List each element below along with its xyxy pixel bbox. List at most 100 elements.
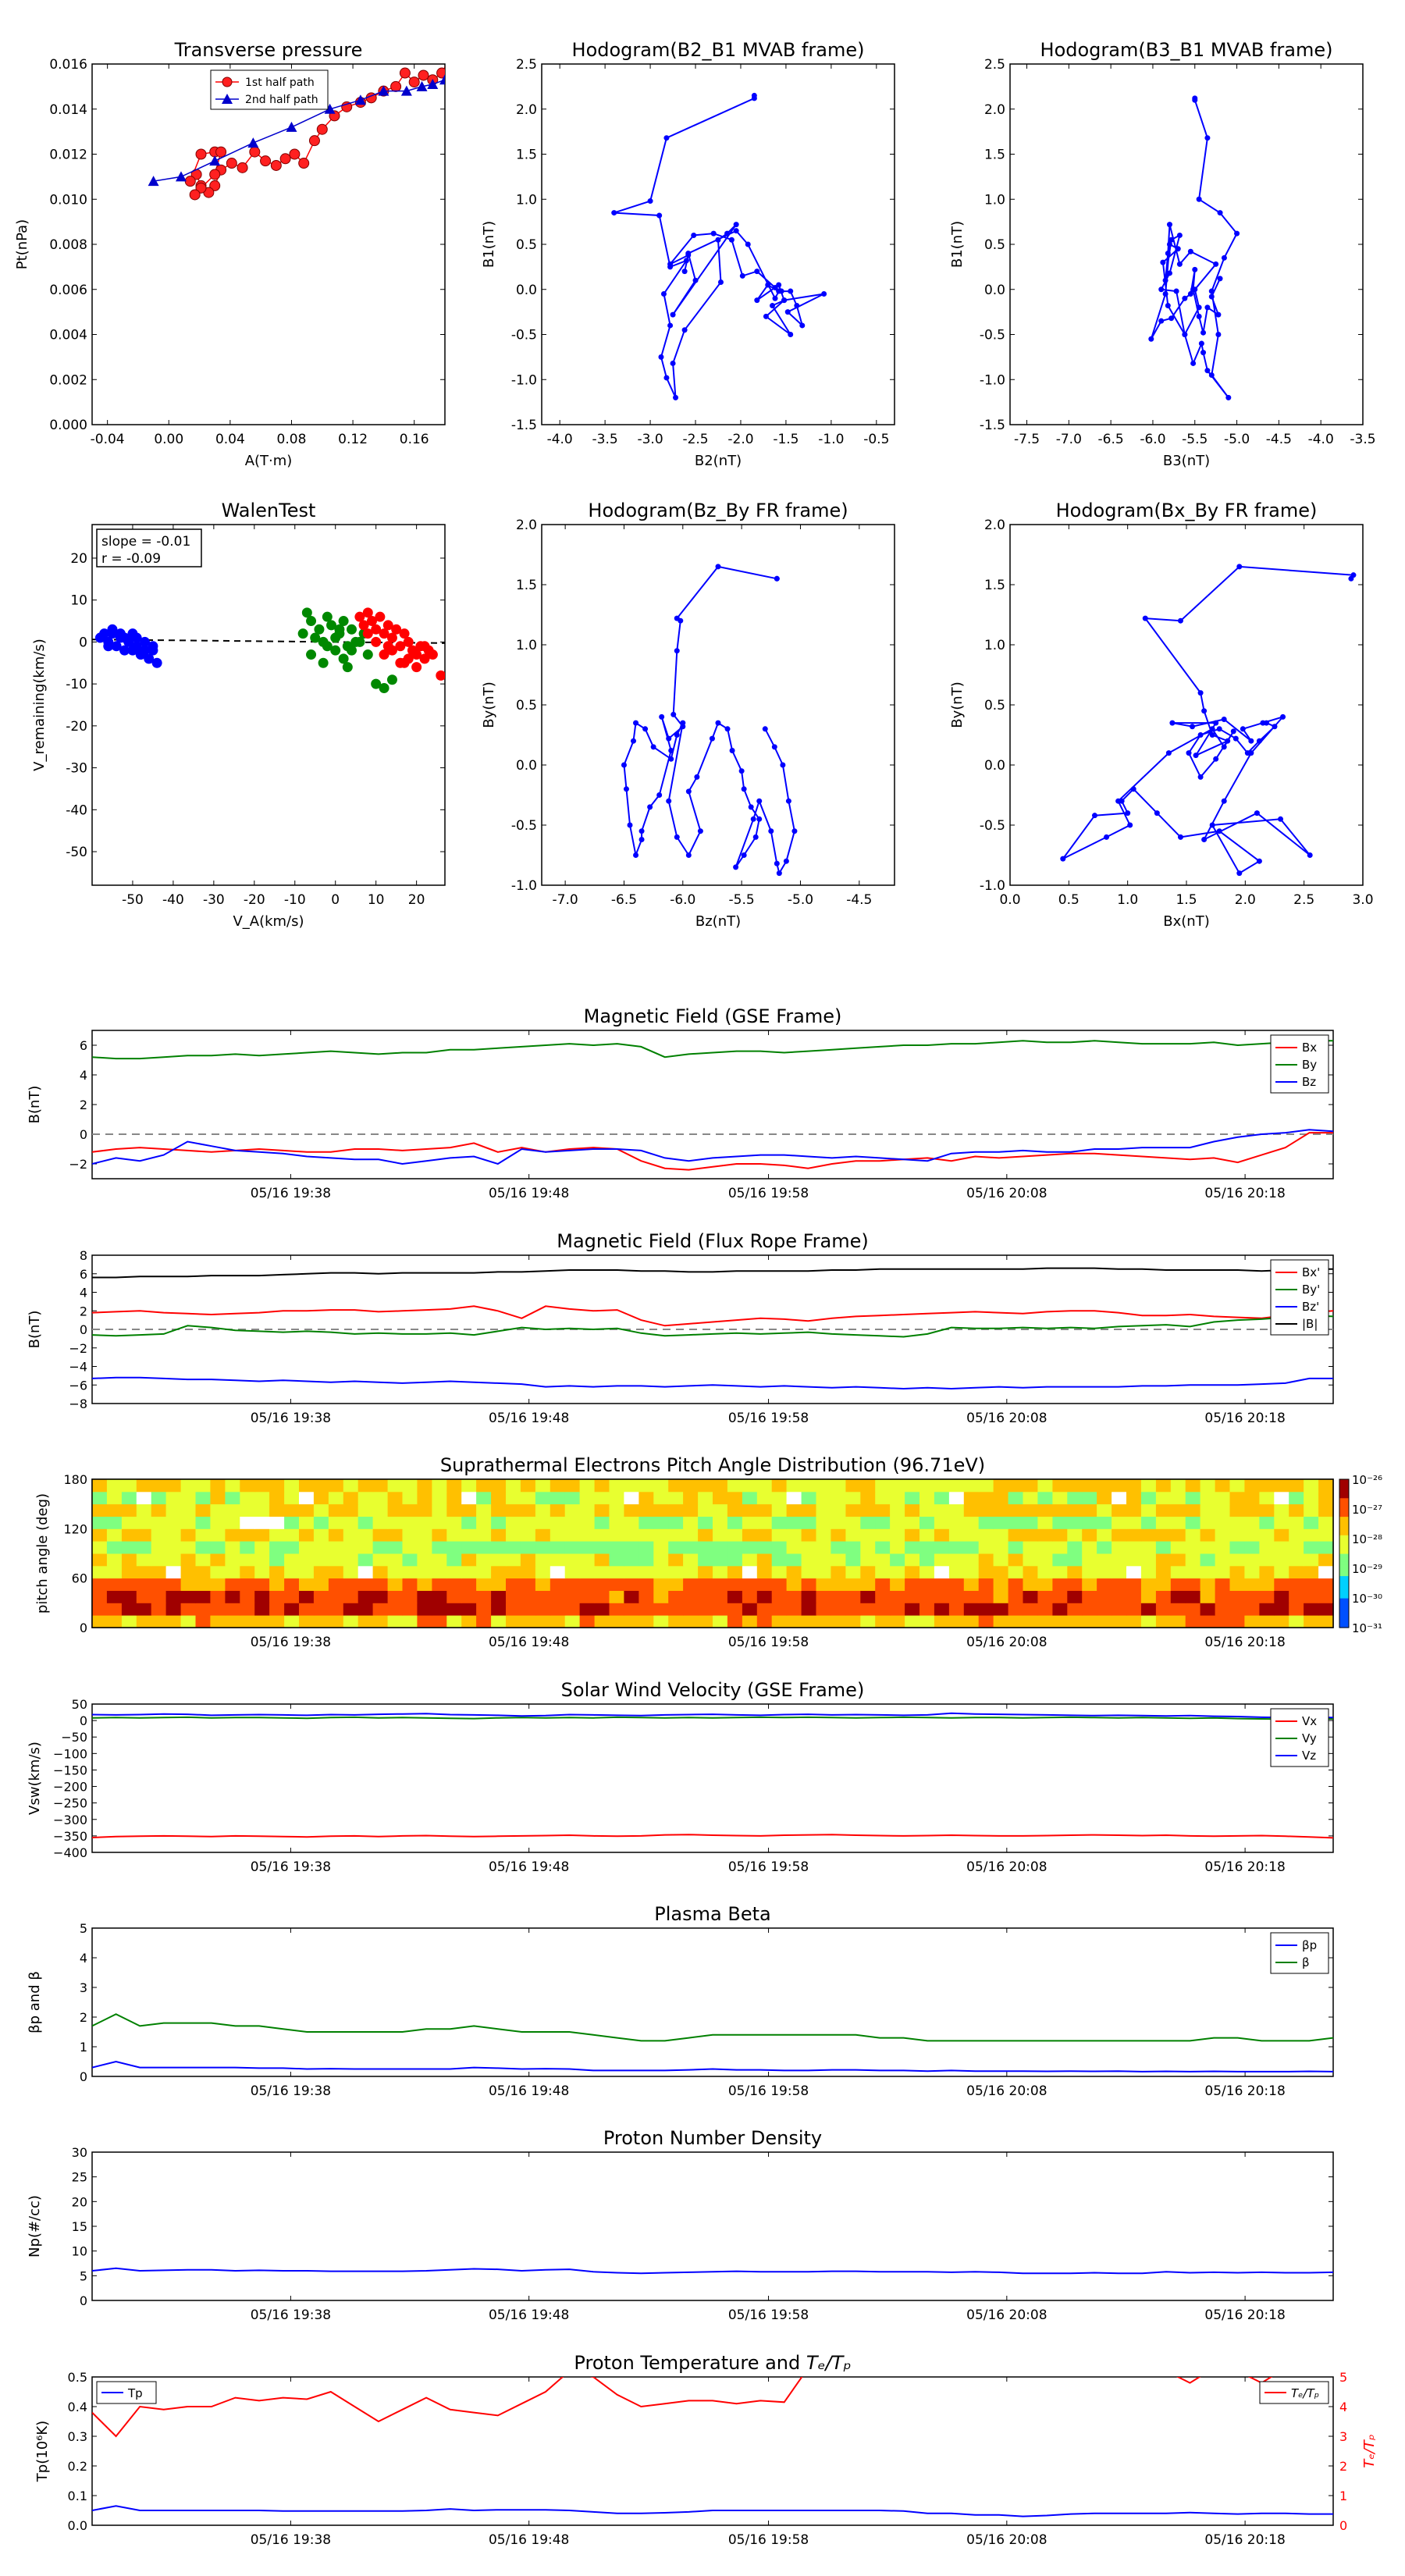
- heatmap-cell: [1097, 1541, 1112, 1554]
- heatmap-cell: [136, 1479, 152, 1493]
- y-axis-label: Np(#/cc): [27, 2195, 43, 2258]
- heatmap-cell: [1244, 1603, 1260, 1616]
- heatmap-cell: [1097, 1553, 1112, 1567]
- hodogram-point: [1221, 254, 1227, 261]
- heatmap-cell: [491, 1491, 507, 1505]
- hodogram-point: [685, 788, 692, 795]
- y-tick-label: -0.5: [980, 818, 1005, 834]
- y-tick-label: 0.0: [516, 758, 537, 774]
- heatmap-cell: [890, 1528, 905, 1542]
- heatmap-cell: [269, 1590, 285, 1603]
- plot-frame: [1009, 63, 1364, 425]
- heatmap-cell: [491, 1590, 507, 1603]
- heatmap-cell: [1067, 1590, 1083, 1603]
- hodogram-point: [1196, 196, 1202, 202]
- heatmap-cell: [240, 1479, 255, 1493]
- hodogram-point: [710, 230, 717, 237]
- colorbar-tick-label: 10⁻³⁰: [1352, 1592, 1382, 1606]
- heatmap-cell: [387, 1516, 404, 1529]
- heatmap-cell: [963, 1615, 980, 1628]
- heatmap-cell: [1318, 1603, 1334, 1616]
- heatmap-cell: [1289, 1578, 1304, 1591]
- heatmap-cell: [1097, 1491, 1112, 1505]
- chart-title: Transverse pressure: [174, 39, 363, 61]
- heatmap-cell: [269, 1541, 285, 1554]
- legend-label: βp: [1302, 1938, 1317, 1952]
- heatmap-cell: [963, 1491, 980, 1505]
- heatmap-cell: [1023, 1553, 1038, 1567]
- x-tick-label: -30: [203, 892, 225, 908]
- heatmap-cell: [550, 1553, 566, 1567]
- y-axis-label: By(nT): [481, 681, 497, 728]
- heatmap-cell: [1274, 1528, 1289, 1542]
- heatmap-cell: [387, 1565, 404, 1579]
- legend-label: 1st half path: [245, 76, 315, 89]
- scatter-point: [115, 632, 126, 643]
- scatter-point: [151, 657, 162, 668]
- heatmap-cell: [786, 1516, 802, 1529]
- scatter-point: [306, 616, 317, 627]
- x-tick-label: -2.5: [682, 432, 708, 447]
- heatmap-cell: [313, 1565, 329, 1579]
- heatmap-cell: [963, 1479, 980, 1493]
- heatmap-cell: [299, 1615, 315, 1628]
- heatmap-cell: [506, 1479, 521, 1493]
- plot-area: [92, 2013, 1333, 2073]
- colorbar-cell: [1339, 1486, 1349, 1491]
- hodogram-point: [633, 852, 639, 858]
- heatmap-cell: [1008, 1553, 1024, 1567]
- y-tick-label: 0.0: [68, 2518, 87, 2533]
- heatmap-cell: [948, 1528, 965, 1542]
- heatmap-cell: [446, 1603, 462, 1616]
- heatmap-cell: [269, 1553, 285, 1567]
- scatter-point: [386, 632, 397, 643]
- heatmap-cell: [1200, 1590, 1216, 1603]
- heatmap-cell: [742, 1503, 758, 1517]
- heatmap-cell: [328, 1479, 344, 1493]
- scatter-point: [391, 624, 402, 635]
- heatmap-cell: [151, 1541, 167, 1554]
- y-tick-label: −50: [61, 1730, 87, 1745]
- heatmap-cell: [269, 1479, 285, 1493]
- heatmap-cell: [934, 1491, 950, 1505]
- time-tick-label: 05/16 19:38: [251, 1859, 331, 1875]
- heatmap-cell: [476, 1541, 492, 1554]
- heatmap-cell: [1229, 1528, 1245, 1542]
- heatmap-cell: [180, 1516, 197, 1529]
- heatmap-cell: [698, 1578, 713, 1591]
- heatmap-cell: [402, 1553, 418, 1567]
- heatmap-cell: [978, 1516, 994, 1529]
- heatmap-cell: [1170, 1565, 1186, 1579]
- heatmap-cell: [816, 1553, 831, 1567]
- time-tick-label: 05/16 19:58: [728, 2532, 809, 2548]
- heatmap-cell: [801, 1528, 817, 1542]
- heatmap-cell: [1140, 1528, 1157, 1542]
- heatmap-cell: [609, 1615, 624, 1628]
- panel-tp: Proton Temperature and Tₑ/Tₚ0.00.10.20.3…: [34, 2352, 1378, 2548]
- heatmap-cell: [121, 1603, 137, 1616]
- y-tick-label: 0: [80, 1621, 87, 1635]
- heatmap-cell: [668, 1553, 684, 1567]
- heatmap-cell: [506, 1503, 521, 1517]
- hodogram-point: [752, 834, 759, 840]
- hodogram-point: [771, 744, 777, 750]
- heatmap-cell: [786, 1603, 802, 1616]
- heatmap-cell: [299, 1503, 315, 1517]
- heatmap-cell: [756, 1528, 773, 1542]
- heatmap-cell: [1052, 1565, 1068, 1579]
- heatmap-cell: [328, 1528, 344, 1542]
- chart-title: Proton Temperature and Tₑ/Tₚ: [574, 2352, 851, 2374]
- hodogram-point: [1225, 738, 1231, 744]
- heatmap-cell: [387, 1603, 404, 1616]
- x-tick-label: -1.5: [773, 432, 799, 447]
- legend-label: 2nd half path: [245, 94, 318, 106]
- time-tick-label: 05/16 19:48: [489, 2307, 569, 2323]
- heatmap-cell: [402, 1516, 418, 1529]
- x-tick-label: 20: [408, 892, 425, 908]
- y-tick-label: -1.0: [511, 372, 537, 388]
- hodogram-point: [1221, 744, 1227, 750]
- heatmap-cell: [1274, 1516, 1289, 1529]
- y-tick-label: 0.0: [984, 283, 1005, 298]
- heatmap-cell: [624, 1516, 639, 1529]
- scatter-point: [403, 636, 414, 647]
